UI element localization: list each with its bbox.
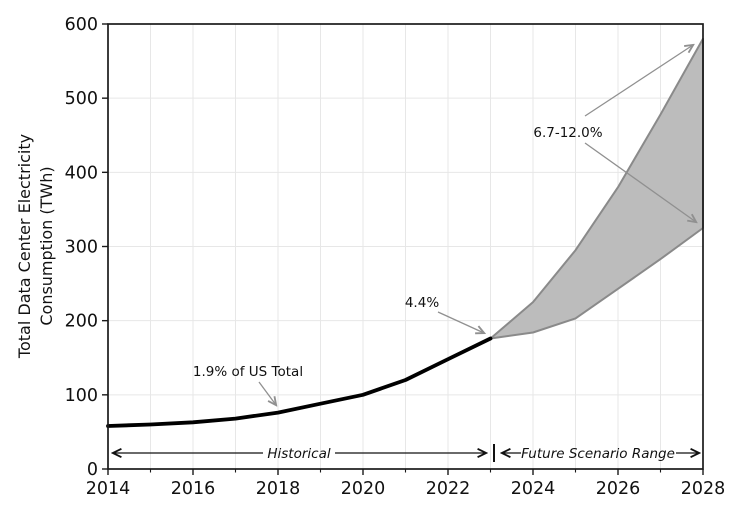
annotation-2028-range-label: 6.7-12.0%	[533, 125, 602, 141]
x-tick-label-2018: 2018	[256, 479, 301, 499]
annotation-2028-range: 6.7-12.0%	[533, 45, 696, 222]
future-span-label: Future Scenario Range	[521, 446, 675, 462]
scenario-band-layer	[489, 37, 704, 340]
y-tick-label-400: 400	[65, 163, 98, 183]
y-tick-label-0: 0	[87, 460, 98, 480]
annotation-2018-arrow	[258, 381, 276, 405]
future-span: Future Scenario Range	[502, 446, 699, 462]
axis-ticks	[102, 23, 704, 475]
y-axis-label: Total Data Center Electricity Consumptio…	[15, 134, 56, 359]
annotation-2023-arrow	[437, 311, 484, 333]
annotation-2023-share: 4.4%	[405, 295, 484, 333]
y-tick-label-100: 100	[65, 386, 98, 406]
y-tick-label-600: 600	[65, 15, 98, 35]
y-axis-label-line1: Total Data Center Electricity	[15, 134, 34, 359]
y-tick-label-300: 300	[65, 238, 98, 258]
x-tick-label-2022: 2022	[426, 479, 471, 499]
y-tick-label-500: 500	[65, 89, 98, 109]
scenario-band	[489, 37, 704, 340]
x-tick-label-2026: 2026	[596, 479, 641, 499]
annotation-2018-share-label: 1.9% of US Total	[193, 364, 303, 380]
axis-tick-labels: 2014 2016 2018 2020 2022 2024 2026 2028 0 100 200 3…	[65, 15, 726, 499]
annotation-2023-share-label: 4.4%	[405, 295, 439, 311]
y-tick-label-200: 200	[65, 312, 98, 332]
x-tick-label-2014: 2014	[86, 479, 131, 499]
annotation-2028-upper-arrow	[584, 45, 693, 117]
annotation-2028-lower-arrow	[584, 142, 696, 222]
historical-span: Historical	[113, 446, 486, 462]
x-tick-label-2028: 2028	[681, 479, 726, 499]
y-axis-label-line2: Consumption (TWh)	[37, 166, 56, 325]
x-tick-label-2016: 2016	[171, 479, 216, 499]
x-tick-label-2020: 2020	[341, 479, 386, 499]
historical-span-label: Historical	[267, 446, 330, 462]
annotation-2018-share: 1.9% of US Total	[193, 364, 303, 405]
x-tick-label-2024: 2024	[511, 479, 556, 499]
historical-line	[106, 336, 493, 428]
historical-line-layer	[106, 336, 493, 428]
